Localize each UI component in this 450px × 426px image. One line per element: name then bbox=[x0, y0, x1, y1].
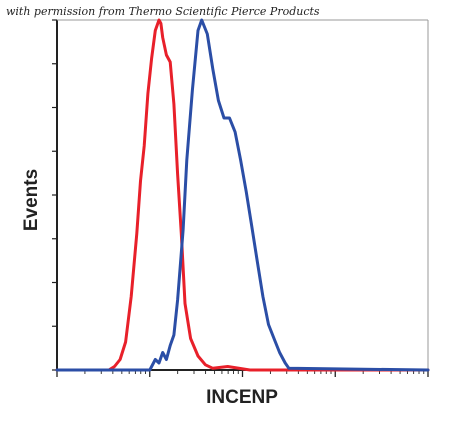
plot-frame bbox=[56, 19, 429, 371]
x-axis-title: INCENP bbox=[206, 387, 278, 408]
y-axis-title: Events bbox=[21, 169, 42, 231]
series-line-2 bbox=[55, 18, 430, 372]
series-line-1 bbox=[55, 18, 430, 372]
axis-ticks bbox=[52, 19, 429, 377]
image-credit: with permission from Thermo Scientific P… bbox=[6, 5, 320, 18]
series-layer bbox=[55, 18, 430, 372]
